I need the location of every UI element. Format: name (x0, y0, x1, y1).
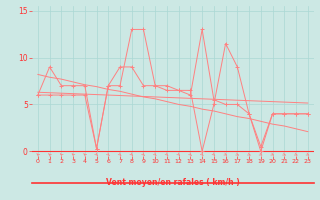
X-axis label: Vent moyen/en rafales ( km/h ): Vent moyen/en rafales ( km/h ) (106, 178, 240, 187)
